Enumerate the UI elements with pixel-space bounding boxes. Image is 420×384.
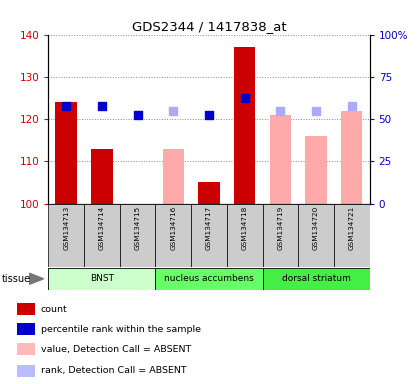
Point (134, 112, 141, 118)
Bar (262, 204, 298, 267)
Text: GSM134717: GSM134717 (206, 206, 212, 250)
Text: tissue: tissue (2, 274, 31, 284)
Bar (155, 268, 262, 290)
Text: dorsal striatum: dorsal striatum (282, 274, 350, 283)
Text: GSM134715: GSM134715 (134, 206, 141, 250)
Bar (48, 268, 155, 290)
Bar (305, 136, 327, 204)
Bar (341, 111, 362, 204)
Point (98, 103, 105, 109)
Bar (234, 47, 255, 204)
Bar (17, 303, 34, 315)
Bar (227, 204, 262, 267)
Bar (48, 204, 84, 267)
Text: GSM134716: GSM134716 (170, 206, 176, 250)
Text: GSM134720: GSM134720 (313, 206, 319, 250)
Point (349, 103, 355, 109)
Bar (262, 268, 370, 290)
Text: rank, Detection Call = ABSENT: rank, Detection Call = ABSENT (41, 366, 186, 375)
Bar (298, 204, 334, 267)
Text: value, Detection Call = ABSENT: value, Detection Call = ABSENT (41, 344, 191, 354)
Point (241, 95, 248, 101)
Bar (17, 343, 34, 355)
Bar (91, 149, 113, 204)
Point (312, 108, 319, 114)
Text: GSM134714: GSM134714 (99, 206, 105, 250)
Bar (334, 204, 370, 267)
Text: count: count (41, 305, 67, 314)
Text: nucleus accumbens: nucleus accumbens (164, 274, 254, 283)
Text: GSM134721: GSM134721 (349, 206, 355, 250)
Bar (120, 204, 155, 267)
Point (63, 103, 70, 109)
Bar (17, 365, 34, 377)
Text: GSM134713: GSM134713 (63, 206, 69, 250)
Title: GDS2344 / 1417838_at: GDS2344 / 1417838_at (131, 20, 286, 33)
Point (277, 108, 284, 114)
Point (206, 112, 212, 118)
Bar (198, 182, 220, 204)
Bar (191, 204, 227, 267)
Point (170, 108, 177, 114)
Polygon shape (29, 273, 44, 284)
Bar (55, 102, 77, 204)
Bar (163, 149, 184, 204)
Bar (155, 204, 191, 267)
Bar (270, 115, 291, 204)
Bar (17, 323, 34, 335)
Text: percentile rank within the sample: percentile rank within the sample (41, 325, 200, 334)
Text: BNST: BNST (90, 274, 114, 283)
Text: GSM134719: GSM134719 (277, 206, 284, 250)
Bar (84, 204, 120, 267)
Text: GSM134718: GSM134718 (241, 206, 248, 250)
